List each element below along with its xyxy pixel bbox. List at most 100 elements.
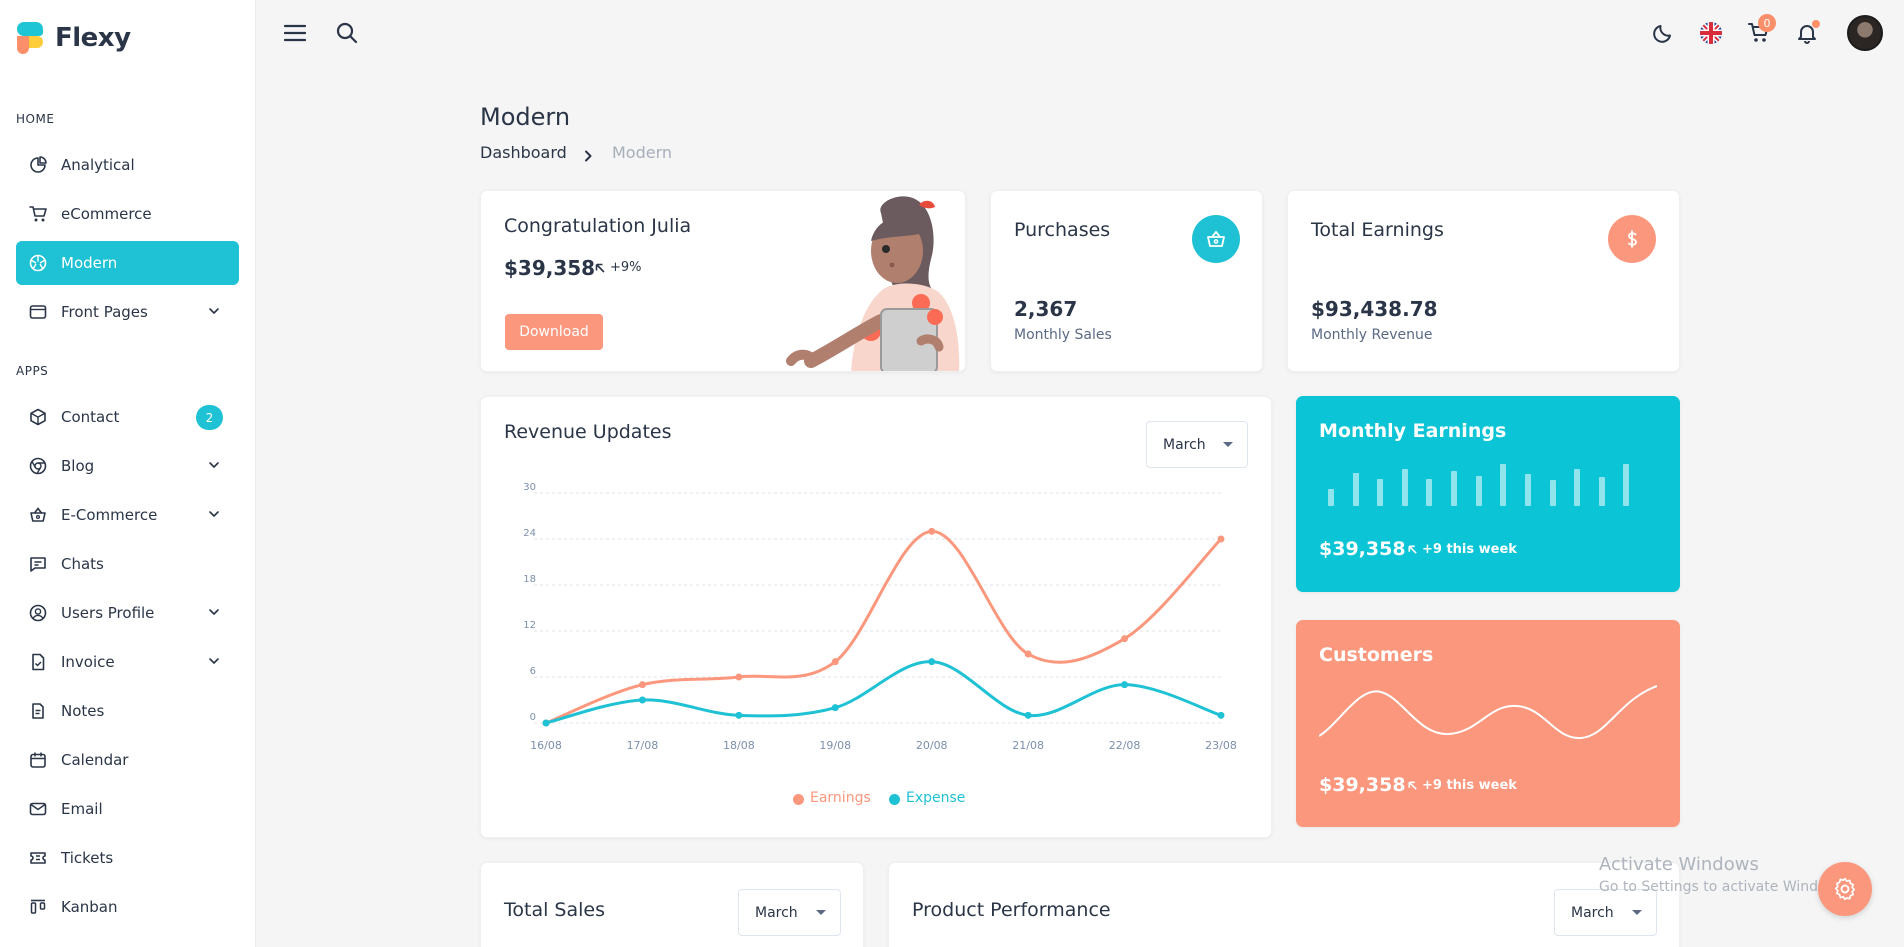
sidebar-item-users-profile[interactable]: Users Profile bbox=[16, 591, 239, 635]
sidebar-item-kanban[interactable]: Kanban bbox=[16, 885, 239, 929]
series-line-expense bbox=[545, 660, 1222, 725]
aperture-icon bbox=[29, 254, 47, 272]
file-check-icon bbox=[29, 653, 47, 671]
sidebar-item-contact[interactable]: Contact 2 bbox=[16, 395, 239, 439]
moon-icon[interactable] bbox=[1650, 20, 1676, 46]
sidebar-item-tickets[interactable]: Tickets bbox=[16, 836, 239, 880]
basket-icon bbox=[1192, 215, 1240, 263]
purchases-title: Purchases bbox=[1014, 219, 1111, 241]
monthly-earnings-card: Monthly Earnings $39,358 +9 this week bbox=[1296, 396, 1680, 592]
revenue-chart: 0 6 12 18 24 30 16/08 17/08 18/08 19/08 20/08 21/08… bbox=[523, 482, 1237, 752]
data-point-expense bbox=[542, 719, 550, 727]
total-sales-title: Total Sales bbox=[504, 899, 605, 921]
nav-heading-apps: APPS bbox=[16, 364, 49, 378]
product-performance-month-select[interactable]: March bbox=[1554, 889, 1657, 936]
data-point-earnings bbox=[1024, 650, 1032, 658]
legend-earnings-label[interactable]: Earnings bbox=[810, 790, 871, 806]
sidebar-item-analytical[interactable]: Analytical bbox=[16, 143, 239, 187]
menu-icon[interactable] bbox=[282, 20, 308, 46]
data-point-earnings bbox=[831, 658, 839, 666]
user-avatar[interactable] bbox=[1847, 15, 1883, 51]
total-earnings-card: Total Earnings $93,438.78 Monthly Revenu… bbox=[1287, 190, 1680, 372]
logo[interactable]: Flexy bbox=[17, 22, 131, 54]
sidebar-item-calendar[interactable]: Calendar bbox=[16, 738, 239, 782]
bell-icon[interactable] bbox=[1794, 20, 1820, 46]
data-point-earnings bbox=[638, 681, 646, 689]
caret-down-icon bbox=[1223, 442, 1233, 447]
x-tick-label: 23/08 bbox=[1205, 739, 1237, 752]
breadcrumb-dashboard[interactable]: Dashboard bbox=[480, 143, 567, 162]
y-tick-label: 30 bbox=[523, 482, 536, 493]
total-sales-month-select[interactable]: March bbox=[738, 889, 841, 936]
x-tick-label: 16/08 bbox=[530, 739, 562, 752]
sidebar-item-ecommerce[interactable]: eCommerce bbox=[16, 192, 239, 236]
x-tick-label: 18/08 bbox=[723, 739, 755, 752]
product-performance-card: Product Performance March bbox=[888, 862, 1680, 947]
mail-icon bbox=[29, 800, 47, 818]
monthly-earnings-bar bbox=[1599, 477, 1605, 506]
legend-expense-dot bbox=[889, 794, 900, 805]
sidebar-item-notes[interactable]: Notes bbox=[16, 689, 239, 733]
data-point-expense bbox=[1121, 681, 1129, 689]
sidebar-item-label: Calendar bbox=[61, 751, 129, 769]
uk-flag-icon[interactable] bbox=[1698, 20, 1724, 46]
sidebar-item-e-commerce[interactable]: E-Commerce bbox=[16, 493, 239, 537]
activate-windows-title: Activate Windows bbox=[1599, 854, 1759, 875]
x-tick-label: 19/08 bbox=[819, 739, 851, 752]
arrow-up-left-icon bbox=[1408, 545, 1417, 554]
search-icon[interactable] bbox=[334, 20, 360, 46]
sidebar-item-invoice[interactable]: Invoice bbox=[16, 640, 239, 684]
revenue-updates-card: Revenue Updates March 0 6 12 18 24 30 16/08 17/… bbox=[480, 396, 1272, 838]
breadcrumb-current: Modern bbox=[612, 143, 673, 162]
cart-icon bbox=[29, 205, 47, 223]
monthly-earnings-bar bbox=[1353, 473, 1359, 506]
monthly-earnings-change: +9 this week bbox=[1407, 542, 1517, 557]
kanban-icon bbox=[29, 898, 47, 916]
purchases-card: Purchases 2,367 Monthly Sales bbox=[990, 190, 1263, 372]
data-point-expense bbox=[928, 658, 936, 666]
logo-icon bbox=[17, 22, 45, 54]
purchases-caption: Monthly Sales bbox=[1014, 327, 1112, 343]
earnings-value: $93,438.78 bbox=[1311, 297, 1438, 321]
chevron-down-icon bbox=[209, 511, 219, 517]
data-point-expense bbox=[1217, 711, 1225, 719]
pie-chart-icon bbox=[29, 156, 47, 174]
chevron-down-icon bbox=[209, 609, 219, 615]
sidebar-item-blog[interactable]: Blog bbox=[16, 444, 239, 488]
total-sales-select-value: March bbox=[755, 904, 798, 921]
girl-illustration bbox=[786, 196, 960, 371]
y-tick-label: 6 bbox=[530, 666, 536, 677]
sidebar-item-label: Invoice bbox=[61, 653, 115, 671]
customers-wave bbox=[1319, 685, 1657, 740]
sidebar-item-front-pages[interactable]: Front Pages bbox=[16, 290, 239, 334]
sidebar-item-label: Kanban bbox=[61, 898, 118, 916]
sidebar-item-label: Tickets bbox=[61, 849, 114, 867]
product-performance-select-value: March bbox=[1571, 904, 1614, 921]
monthly-earnings-bar bbox=[1377, 479, 1383, 506]
settings-button[interactable] bbox=[1818, 862, 1872, 916]
notification-dot bbox=[1812, 20, 1820, 28]
sidebar-item-email[interactable]: Email bbox=[16, 787, 239, 831]
layout-icon bbox=[29, 303, 47, 321]
monthly-earnings-bar bbox=[1550, 480, 1556, 506]
revenue-title: Revenue Updates bbox=[504, 421, 672, 443]
sidebar-item-modern[interactable]: Modern bbox=[16, 241, 239, 285]
legend-earnings-dot bbox=[793, 794, 804, 805]
monthly-earnings-bar bbox=[1500, 464, 1506, 506]
data-point-earnings bbox=[1217, 535, 1225, 543]
welcome-amount: $39,358 bbox=[504, 256, 596, 280]
data-point-expense bbox=[638, 696, 646, 704]
basket-icon bbox=[29, 506, 47, 524]
sidebar-item-chats[interactable]: Chats bbox=[16, 542, 239, 586]
x-tick-label: 20/08 bbox=[916, 739, 948, 752]
chevron-down-icon bbox=[209, 462, 219, 468]
sidebar-item-label: E-Commerce bbox=[61, 506, 158, 524]
legend-expense-label[interactable]: Expense bbox=[906, 790, 966, 806]
monthly-earnings-bar bbox=[1574, 469, 1580, 506]
download-button[interactable]: Download bbox=[505, 314, 603, 350]
revenue-month-select[interactable]: March bbox=[1146, 421, 1248, 468]
sidebar-item-label: eCommerce bbox=[61, 205, 152, 223]
earnings-title: Total Earnings bbox=[1311, 219, 1444, 241]
data-point-earnings bbox=[928, 527, 936, 535]
x-tick-label: 22/08 bbox=[1109, 739, 1141, 752]
